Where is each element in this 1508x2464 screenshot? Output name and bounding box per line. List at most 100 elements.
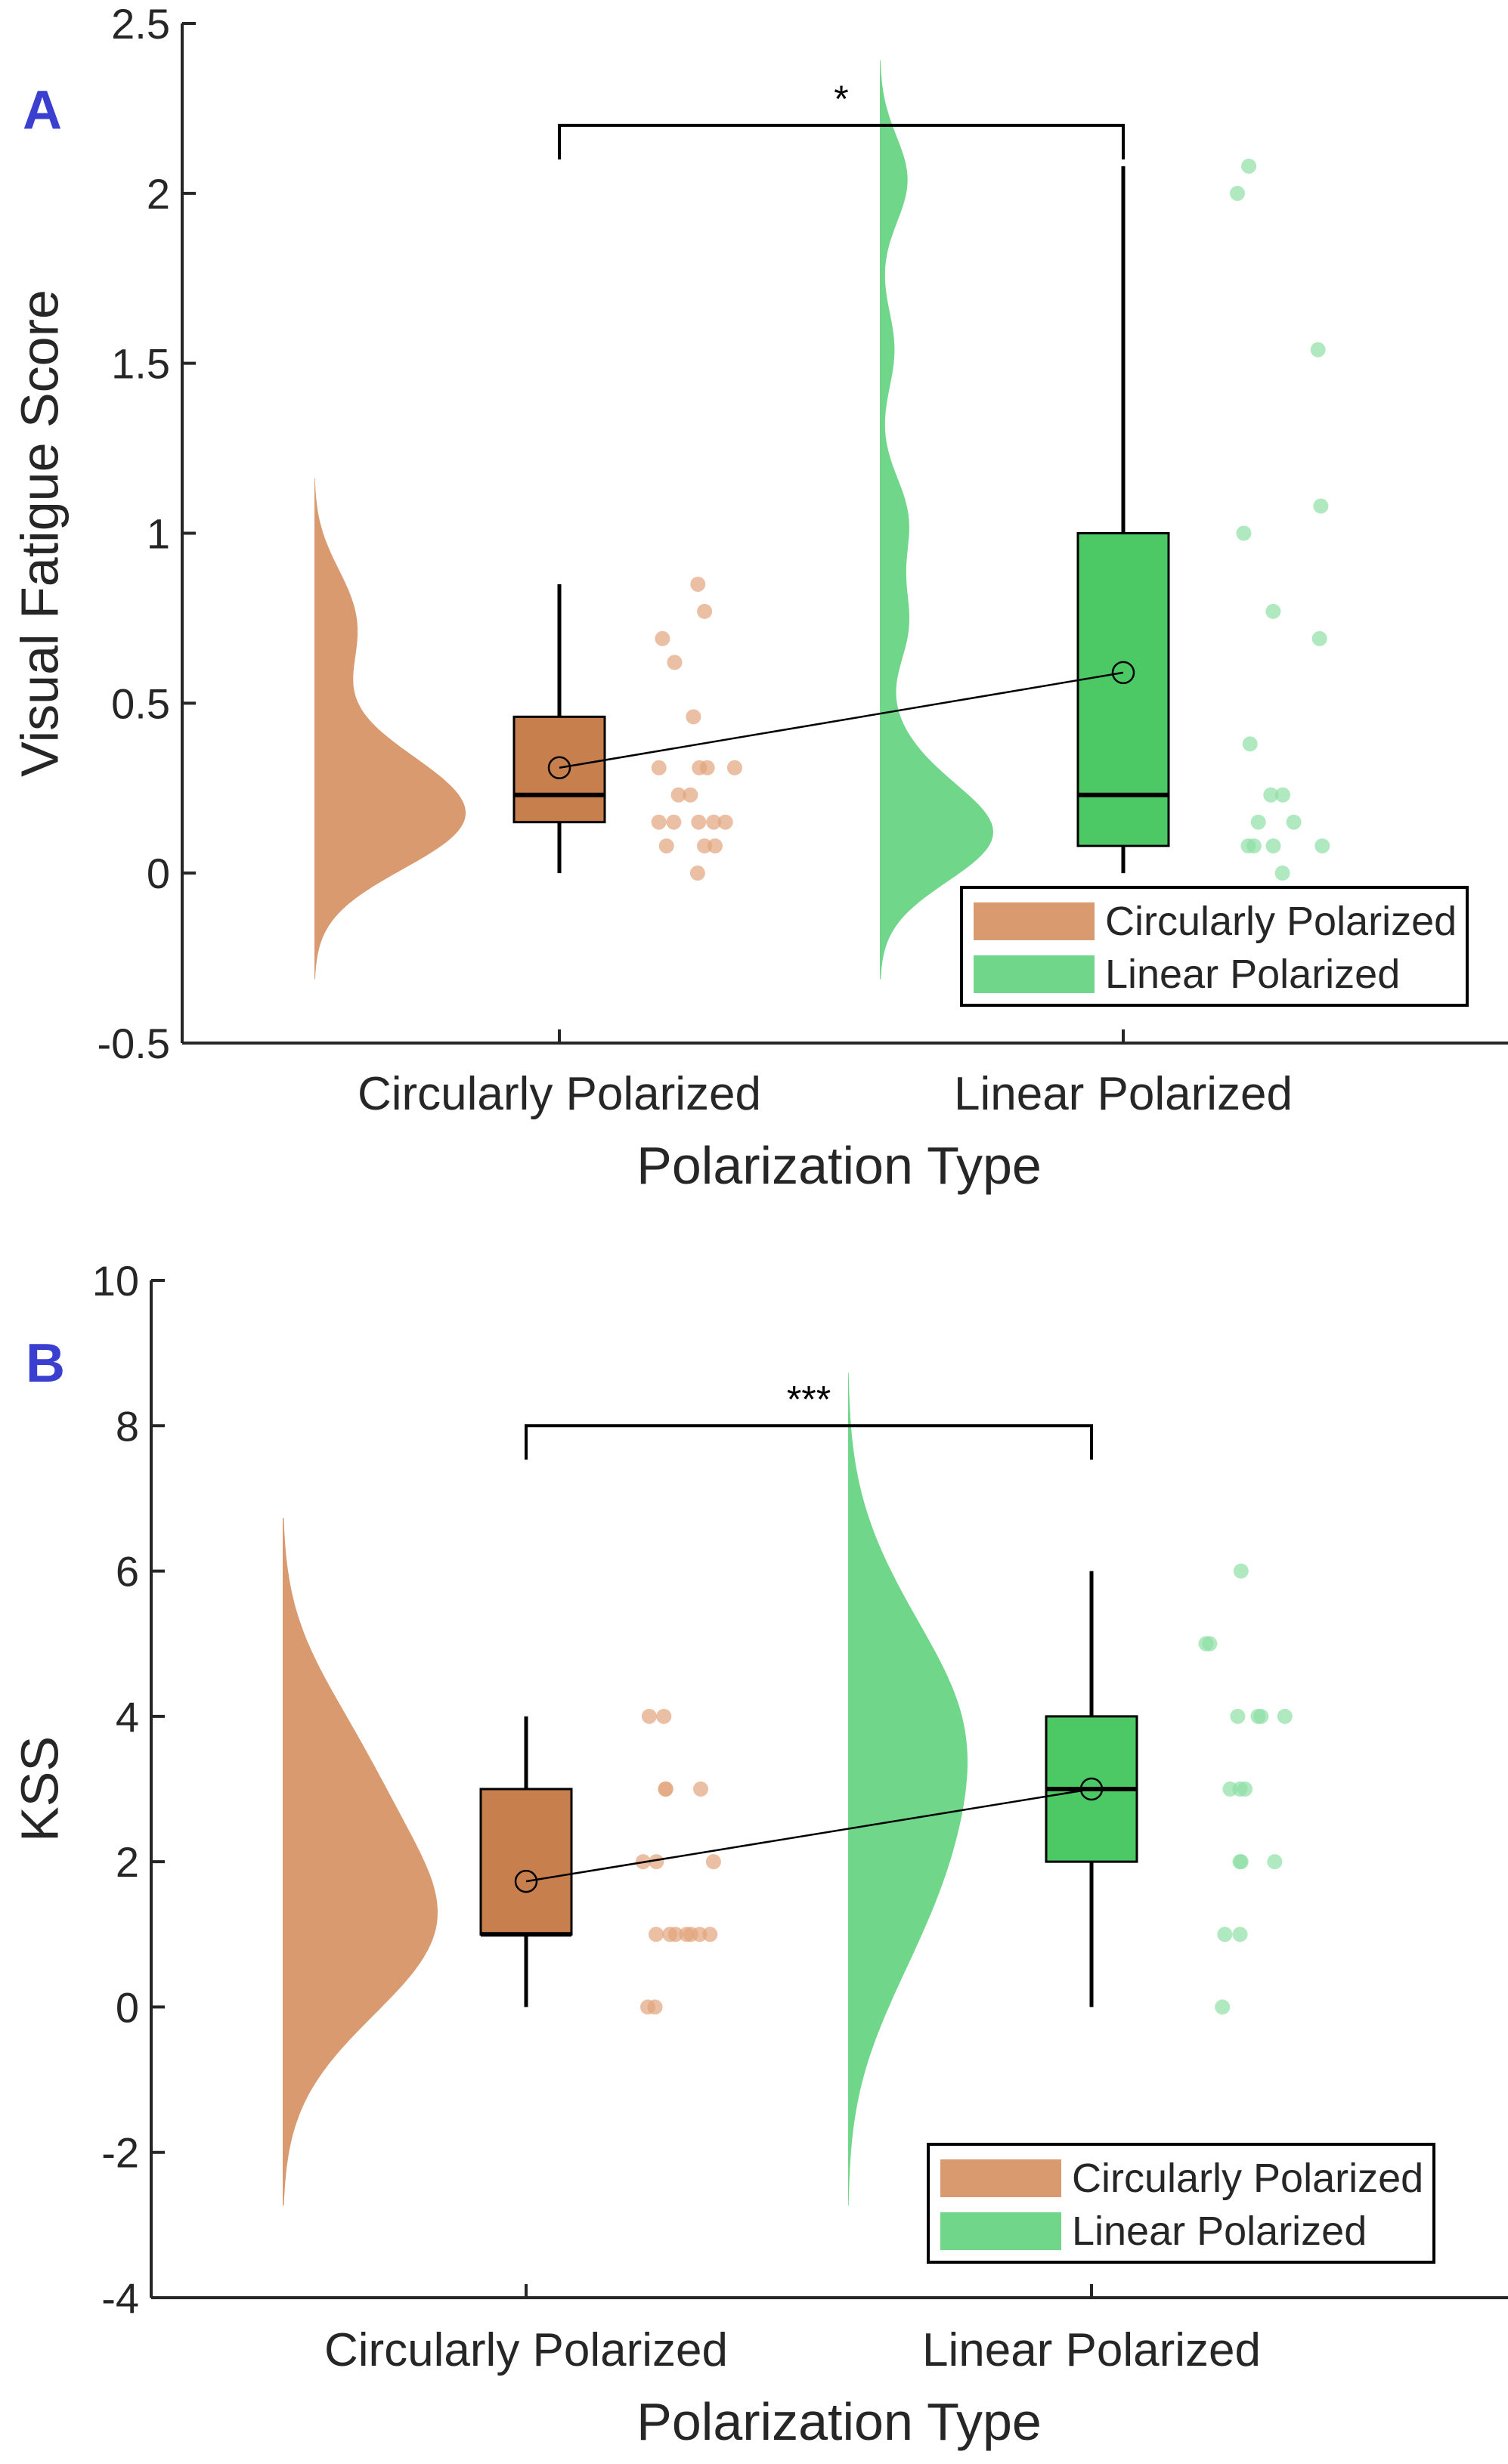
panel-letter: A xyxy=(23,80,62,141)
y-axis-label: KSS xyxy=(11,1736,70,1842)
y-tick-label: 2 xyxy=(147,170,170,218)
data-point-linear xyxy=(1265,603,1281,619)
data-point-circular xyxy=(693,1781,708,1797)
mean-marker-circular xyxy=(547,756,571,780)
legend-label: Linear Polarized xyxy=(1072,2209,1367,2254)
y-tick-label: 0 xyxy=(116,1983,139,2031)
data-point-linear xyxy=(1232,1927,1248,1942)
y-tick-label: 8 xyxy=(116,1402,139,1450)
data-point-linear xyxy=(1263,787,1279,803)
data-point-circular xyxy=(705,1854,721,1870)
data-point-linear xyxy=(1310,342,1326,358)
legend-label: Linear Polarized xyxy=(1105,952,1400,997)
data-point-circular xyxy=(667,655,683,670)
data-point-linear xyxy=(1236,525,1252,541)
data-point-circular xyxy=(641,1708,657,1724)
data-point-linear xyxy=(1230,185,1245,201)
data-point-circular xyxy=(697,838,712,854)
x-tick-label: Circularly Polarized xyxy=(358,1068,761,1120)
legend-label: Circularly Polarized xyxy=(1105,899,1457,944)
y-tick-label: 2 xyxy=(116,1838,139,1886)
data-point-circular xyxy=(649,1927,664,1942)
data-point-circular xyxy=(697,603,713,619)
data-point-linear xyxy=(1217,1927,1233,1942)
legend: Circularly Polarized Linear Polarized xyxy=(927,2143,1435,2264)
data-point-circular xyxy=(726,760,742,775)
data-point-circular xyxy=(655,630,670,646)
significance-bracket xyxy=(558,123,1125,159)
panel-a: * -0.5 0 0.5 1 1.5 2 2.5 Circularly Polarized Lin… xyxy=(11,0,1508,1195)
data-point-linear xyxy=(1198,1636,1214,1651)
data-point-circular xyxy=(702,1927,718,1942)
y-tick-label: 2.5 xyxy=(111,0,170,48)
mean-connector-line xyxy=(559,671,1124,769)
legend: Circularly Polarized Linear Polarized xyxy=(960,886,1469,1007)
x-axis-label: Polarization Type xyxy=(636,1136,1042,1195)
data-point-linear xyxy=(1237,1781,1253,1797)
mean-marker-circular xyxy=(514,1869,538,1893)
significance-bracket xyxy=(525,1424,1093,1460)
data-point-linear xyxy=(1241,158,1257,174)
data-point-linear xyxy=(1250,814,1266,830)
y-axis-label: Visual Fatigue Score xyxy=(11,289,70,777)
significance-label: * xyxy=(834,78,848,120)
data-point-linear xyxy=(1267,1854,1283,1870)
y-tick-label: -2 xyxy=(101,2129,139,2177)
data-point-circular xyxy=(699,760,715,775)
data-point-circular xyxy=(656,1708,672,1724)
legend-label: Circularly Polarized xyxy=(1072,2156,1423,2201)
data-point-circular xyxy=(662,1927,678,1942)
data-point-linear xyxy=(1265,838,1281,854)
data-point-linear xyxy=(1246,838,1262,854)
box-linear xyxy=(1076,532,1170,847)
y-tick-label: 0.5 xyxy=(111,679,170,727)
data-point-circular xyxy=(717,814,733,830)
data-point-linear xyxy=(1274,865,1290,881)
data-point-linear xyxy=(1286,814,1302,830)
data-point-circular xyxy=(658,1781,673,1797)
data-point-linear xyxy=(1275,787,1290,803)
legend-swatch xyxy=(940,2212,1061,2250)
data-point-circular xyxy=(708,838,723,854)
data-point-linear xyxy=(1313,498,1329,514)
data-point-circular xyxy=(690,576,706,592)
violin-circular xyxy=(314,478,466,980)
violin-linear xyxy=(848,1373,968,2206)
y-tick-label: 0 xyxy=(147,850,170,897)
data-point-circular xyxy=(683,1927,698,1942)
data-point-circular xyxy=(670,787,686,803)
data-point-circular xyxy=(683,787,698,803)
legend-swatch xyxy=(974,902,1095,940)
data-point-linear xyxy=(1230,1708,1246,1724)
data-point-linear xyxy=(1311,630,1327,646)
data-point-circular xyxy=(706,814,722,830)
violin-linear xyxy=(880,60,993,980)
mean-connector-line xyxy=(525,1788,1092,1883)
significance-label: *** xyxy=(787,1378,831,1420)
data-point-circular xyxy=(691,814,707,830)
data-point-circular xyxy=(649,1854,664,1870)
data-point-circular xyxy=(658,838,674,854)
x-axis-label: Polarization Type xyxy=(636,2392,1042,2451)
violin-circular xyxy=(283,1518,438,2206)
data-point-circular xyxy=(689,865,705,881)
data-point-circular xyxy=(651,760,667,775)
data-point-linear xyxy=(1277,1708,1293,1724)
y-tick-label: -4 xyxy=(101,2274,139,2322)
panel-b: *** -4 -2 0 2 4 6 8 10 Circularly Polarized Linear… xyxy=(11,1257,1508,2451)
mean-marker-linear xyxy=(1079,1777,1104,1801)
box-circular xyxy=(479,1788,573,1936)
box-circular xyxy=(512,715,606,824)
x-tick-label: Linear Polarized xyxy=(922,2324,1261,2376)
data-point-circular xyxy=(666,814,682,830)
data-point-circular xyxy=(647,1999,663,2015)
data-point-circular xyxy=(651,814,667,830)
y-tick-label: -0.5 xyxy=(98,1020,171,1067)
x-tick-label: Linear Polarized xyxy=(954,1068,1293,1120)
legend-swatch xyxy=(940,2159,1061,2197)
data-point-linear xyxy=(1314,838,1330,854)
data-point-linear xyxy=(1242,736,1258,752)
y-tick-label: 1.5 xyxy=(111,340,170,388)
y-tick-label: 6 xyxy=(116,1548,139,1596)
data-point-linear xyxy=(1250,1708,1266,1724)
